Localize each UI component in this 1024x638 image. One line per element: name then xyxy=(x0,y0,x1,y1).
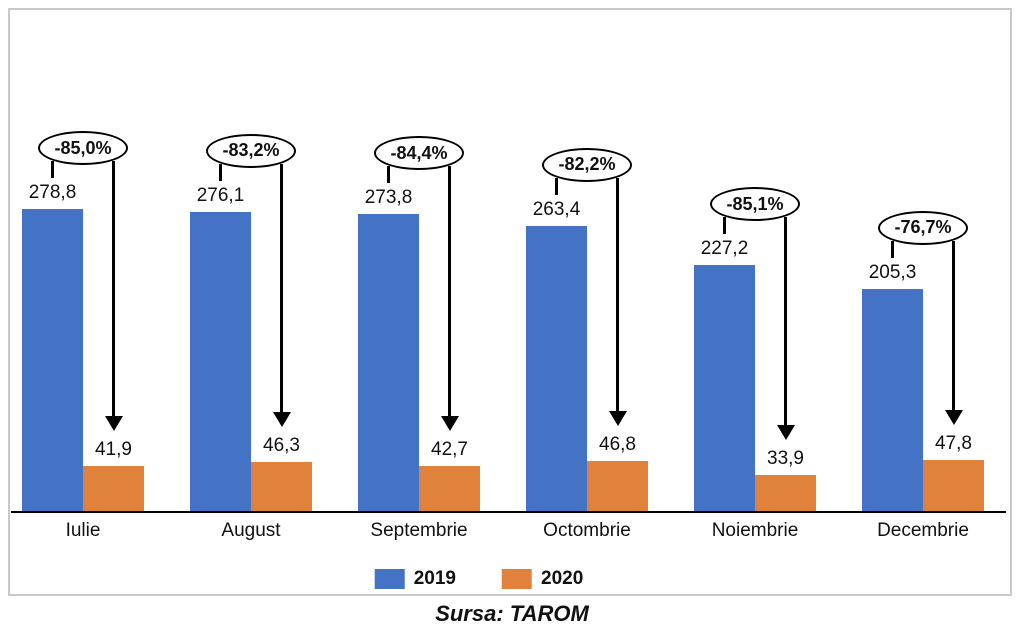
annotation-oval-noiembrie: -85,1% xyxy=(710,187,800,222)
annotation-oval-august: -83,2% xyxy=(206,133,296,168)
value-label-2019-decembrie: 205,3 xyxy=(868,261,917,283)
legend-swatch-2019 xyxy=(374,569,405,589)
annotation-arrow-line-octombrie xyxy=(616,177,619,412)
annotation-arrow-line-iulie xyxy=(112,161,115,417)
bar-2019-decembrie xyxy=(862,288,923,512)
chart-frame xyxy=(8,8,1012,596)
value-label-2020-iulie: 41,9 xyxy=(95,439,132,461)
annotation-connector-decembrie xyxy=(891,240,894,258)
annotation-arrowhead-decembrie xyxy=(944,410,963,426)
value-label-2020-septembrie: 42,7 xyxy=(431,438,468,460)
annotation-oval-septembrie: -84,4% xyxy=(374,136,464,171)
value-label-2020-octombrie: 46,8 xyxy=(599,434,636,456)
value-label-2019-septembrie: 273,8 xyxy=(364,187,413,209)
category-label-septembrie: Septembrie xyxy=(370,520,468,541)
bar-2020-august xyxy=(251,461,312,512)
value-label-2019-noiembrie: 227,2 xyxy=(700,238,749,260)
value-label-2019-iulie: 278,8 xyxy=(28,182,77,203)
annotation-oval-iulie: -85,0% xyxy=(38,131,128,165)
x-axis-line xyxy=(11,511,1006,513)
bar-2020-iulie xyxy=(83,466,144,512)
category-label-noiembrie: Noiembrie xyxy=(711,520,799,541)
annotation-arrow-line-august xyxy=(280,163,283,412)
bar-2019-august xyxy=(190,211,251,512)
annotation-arrowhead-octombrie xyxy=(608,411,627,427)
annotation-arrow-line-noiembrie xyxy=(784,217,787,426)
annotation-arrowhead-septembrie xyxy=(440,415,459,431)
bar-2019-iulie xyxy=(22,209,83,512)
annotation-arrowhead-iulie xyxy=(104,416,123,432)
value-label-2020-decembrie: 47,8 xyxy=(935,433,972,455)
value-label-2020-noiembrie: 33,9 xyxy=(767,448,804,470)
bar-2020-octombrie xyxy=(587,461,648,512)
annotation-connector-septembrie xyxy=(387,166,390,184)
bar-2020-septembrie xyxy=(419,465,480,512)
annotation-connector-octombrie xyxy=(555,177,558,195)
annotation-connector-noiembrie xyxy=(723,217,726,235)
legend-label-2020: 2020 xyxy=(541,568,584,589)
source-caption: Sursa: TAROM xyxy=(435,601,589,626)
value-label-2019-octombrie: 263,4 xyxy=(532,198,581,220)
annotation-arrowhead-august xyxy=(272,411,291,427)
annotation-arrow-line-septembrie xyxy=(448,166,451,416)
bar-2019-septembrie xyxy=(358,214,419,512)
legend-swatch-2020 xyxy=(502,569,532,589)
annotation-connector-august xyxy=(219,163,222,181)
value-label-2020-august: 46,3 xyxy=(263,434,300,456)
category-label-octombrie: Octombrie xyxy=(543,520,631,541)
legend: 2019 2020 xyxy=(374,568,584,590)
category-label-decembrie: Decembrie xyxy=(877,520,969,541)
annotation-arrowhead-noiembrie xyxy=(776,425,795,441)
category-label-iulie: Iulie xyxy=(65,520,101,541)
bar-2020-decembrie xyxy=(923,460,984,512)
bar-2019-noiembrie xyxy=(694,265,755,512)
legend-label-2019: 2019 xyxy=(413,568,456,589)
bar-2020-noiembrie xyxy=(755,475,816,512)
category-label-august: August xyxy=(221,520,281,541)
annotation-oval-decembrie: -76,7% xyxy=(878,210,968,245)
annotation-connector-iulie xyxy=(51,161,54,178)
bar-2019-octombrie xyxy=(526,225,587,512)
annotation-arrow-line-decembrie xyxy=(952,240,955,411)
value-label-2019-august: 276,1 xyxy=(196,184,245,206)
annotation-oval-octombrie: -82,2% xyxy=(542,147,632,182)
